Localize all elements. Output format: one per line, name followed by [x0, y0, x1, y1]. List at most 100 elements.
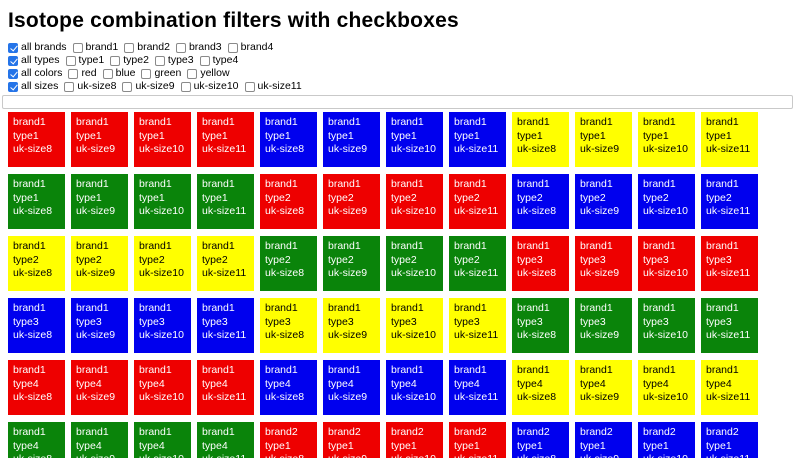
filter-option-brand4[interactable]: brand4	[227, 41, 273, 54]
filter-option-brand2[interactable]: brand2	[124, 41, 170, 54]
tile-type: type1	[706, 129, 732, 142]
filter-option-uk-size9[interactable]: uk-size9	[122, 80, 175, 93]
filter-option-brand1[interactable]: brand1	[72, 41, 118, 54]
tile-type: type1	[265, 439, 291, 452]
tile: brand1 type1 uk-size8	[512, 112, 569, 167]
filter-option-type3[interactable]: type3	[154, 54, 194, 67]
filter-option-uk-size8[interactable]: uk-size8	[64, 80, 116, 93]
tile-brand: brand1	[643, 178, 676, 190]
tile-size: uk-size8	[517, 391, 557, 403]
tile: brand1 type2 uk-size11	[449, 174, 506, 229]
filter-option-type2[interactable]: type2	[110, 54, 149, 67]
filter-option-blue[interactable]: blue	[102, 67, 136, 80]
checkbox-icon[interactable]	[122, 81, 133, 92]
tile-type: type4	[328, 377, 354, 390]
checkbox-icon[interactable]	[72, 42, 83, 53]
tile-brand: brand1	[76, 116, 109, 128]
tile-brand: brand1	[139, 426, 172, 438]
tile-size: uk-size8	[517, 205, 557, 217]
filter-option-type4[interactable]: type4	[199, 54, 238, 67]
tile-brand: brand2	[265, 426, 298, 438]
tile-size: uk-size9	[328, 143, 368, 155]
checkbox-icon[interactable]	[180, 81, 191, 92]
tile-size: uk-size8	[265, 143, 305, 155]
filter-option-uk-size11[interactable]: uk-size11	[244, 80, 302, 93]
tile-brand: brand1	[454, 302, 487, 314]
filter-option-uk-size10[interactable]: uk-size10	[180, 80, 239, 93]
tile-type: type2	[202, 253, 228, 266]
checkbox-icon[interactable]	[187, 68, 198, 79]
checkbox-label: green	[154, 67, 182, 79]
checkbox-icon[interactable]	[65, 55, 76, 66]
checkbox-icon[interactable]	[154, 55, 165, 66]
checkbox-icon[interactable]	[68, 68, 79, 79]
tile-type: type1	[13, 191, 39, 204]
checkbox-icon[interactable]	[244, 81, 255, 92]
checkbox-label: type1	[78, 54, 105, 66]
tile-brand: brand1	[139, 240, 172, 252]
tile-brand: brand1	[265, 116, 298, 128]
filter-all-brands[interactable]: all brands	[8, 41, 67, 54]
tile-brand: brand1	[265, 364, 298, 376]
tile: brand1 type1 uk-size9	[323, 112, 380, 167]
tile-brand: brand2	[643, 426, 676, 438]
checkbox-icon[interactable]	[227, 42, 238, 53]
filter-option-yellow[interactable]: yellow	[187, 67, 230, 80]
checkbox-label: all types	[21, 54, 60, 66]
checkbox-icon[interactable]	[175, 42, 186, 53]
filter-all-types[interactable]: all types	[8, 54, 60, 67]
tile-size: uk-size10	[391, 329, 436, 341]
tile-size: uk-size9	[328, 329, 368, 341]
checkbox-icon[interactable]	[110, 55, 121, 66]
checkbox-icon[interactable]	[102, 68, 113, 79]
tile-size: uk-size9	[76, 267, 116, 279]
tile: brand1 type3 uk-size9	[575, 298, 632, 353]
filter-text-input[interactable]	[2, 95, 793, 109]
checkbox-icon[interactable]	[141, 68, 152, 79]
tile-brand: brand1	[643, 364, 676, 376]
filter-option-type1[interactable]: type1	[65, 54, 105, 67]
tile-type: type2	[454, 191, 480, 204]
tile-brand: brand2	[706, 426, 739, 438]
tile: brand1 type2 uk-size10	[134, 236, 191, 291]
tile: brand1 type3 uk-size8	[8, 298, 65, 353]
checkbox-label: blue	[115, 67, 136, 79]
checkbox-icon[interactable]	[8, 81, 18, 92]
tile-size: uk-size8	[517, 453, 569, 458]
filter-option-green[interactable]: green	[141, 67, 181, 80]
filter-option-brand3[interactable]: brand3	[175, 41, 222, 54]
checkbox-icon[interactable]	[8, 68, 18, 79]
checkbox-icon[interactable]	[199, 55, 210, 66]
checkbox-icon[interactable]	[64, 81, 75, 92]
tile-type: type1	[643, 129, 669, 142]
tile-brand: brand1	[202, 116, 235, 128]
tile-brand: brand1	[706, 364, 739, 376]
tile: brand1 type2 uk-size8	[260, 236, 317, 291]
tile-type: type1	[76, 191, 102, 204]
tile: brand1 type3 uk-size9	[323, 298, 380, 353]
checkbox-icon[interactable]	[8, 42, 18, 53]
checkbox-icon[interactable]	[8, 55, 18, 66]
tile-brand: brand2	[517, 426, 550, 438]
tile: brand2type1uk-size10	[638, 422, 695, 458]
tile: brand1 type1 uk-size11	[197, 112, 254, 167]
tile-size: uk-size10	[643, 329, 688, 341]
filter-all-sizes[interactable]: all sizes	[8, 80, 58, 93]
tile: brand1 type1 uk-size9	[71, 112, 128, 167]
tile-brand: brand1	[328, 178, 361, 190]
checkbox-icon[interactable]	[124, 42, 135, 53]
filter-all-colors[interactable]: all colors	[8, 67, 62, 80]
tile-size: uk-size11	[202, 205, 247, 217]
tile-brand: brand1	[391, 302, 424, 314]
filter-option-red[interactable]: red	[68, 67, 97, 80]
tile: brand1 type2 uk-size9	[575, 174, 632, 229]
tile-type: type3	[643, 315, 669, 328]
tile-brand: brand1	[454, 116, 487, 128]
tile-type: type2	[391, 253, 417, 266]
tile-brand: brand1	[517, 240, 550, 252]
tile-type: type3	[580, 315, 606, 328]
tile: brand1 type3 uk-size11	[197, 298, 254, 353]
tile: brand2type1uk-size11	[449, 422, 506, 458]
